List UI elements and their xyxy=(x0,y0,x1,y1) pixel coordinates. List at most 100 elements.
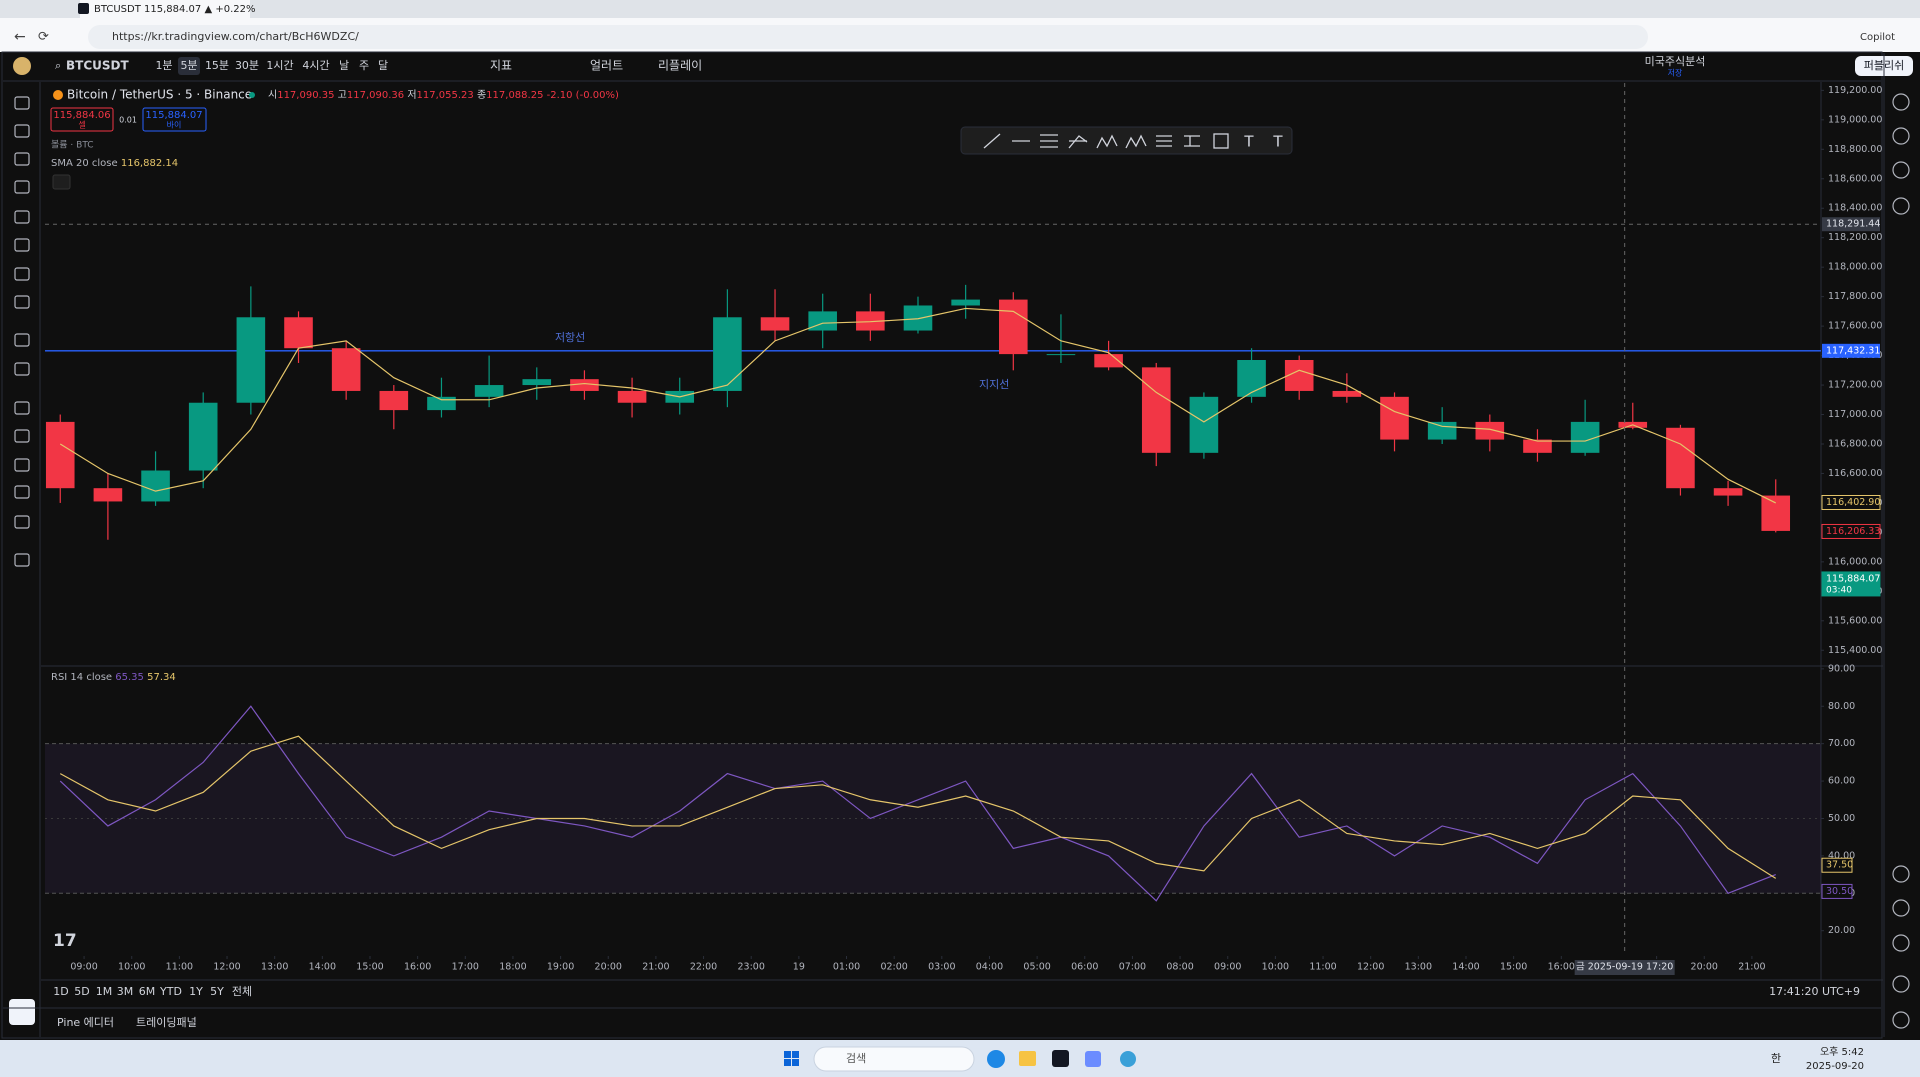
interval-button[interactable]: 주 xyxy=(359,59,369,72)
range-button[interactable]: 5D xyxy=(74,985,89,998)
interval-group: 1분 5분 15분 30분 1시간 4시간 날 주 달 xyxy=(155,57,388,75)
rsi-line xyxy=(59,735,1777,879)
panel-tab[interactable]: 트레이딩패널 xyxy=(136,1016,197,1029)
range-button[interactable]: 전체 xyxy=(232,985,252,998)
ohlc-value: 117,090.35 xyxy=(277,90,334,101)
favorites-button[interactable] xyxy=(9,999,35,1025)
interval-button[interactable]: 날 xyxy=(339,59,349,72)
candle-body xyxy=(1427,421,1457,440)
drawing-tool-icon[interactable] xyxy=(14,333,30,347)
price-label: 116,206.33 xyxy=(1826,526,1880,537)
drawing-tool-icon[interactable] xyxy=(14,485,30,499)
drawing-tool-icon[interactable] xyxy=(14,295,30,309)
sidebar-icon[interactable] xyxy=(1892,161,1910,179)
drawing-tool-icon[interactable] xyxy=(14,401,30,415)
range-tool[interactable] xyxy=(1156,135,1172,147)
search-box[interactable] xyxy=(813,1046,975,1072)
crosshair-time-box xyxy=(1574,960,1675,975)
interval-button[interactable]: 5분 xyxy=(180,59,197,72)
sidebar-icon[interactable] xyxy=(1892,934,1910,952)
taskbar-start[interactable] xyxy=(784,1051,799,1066)
interval-button[interactable]: 15분 xyxy=(205,59,229,72)
range-button[interactable]: YTD xyxy=(159,985,182,998)
back-button[interactable]: ← xyxy=(14,29,26,45)
drawing-tool-icon[interactable] xyxy=(14,362,30,376)
range-button[interactable]: 1Y xyxy=(189,985,203,998)
search-icon[interactable]: ⌕ xyxy=(55,59,61,72)
candle-body xyxy=(951,299,980,306)
sidebar-icon[interactable] xyxy=(1892,93,1910,111)
drawing-tool-icon[interactable] xyxy=(14,96,30,110)
trendline-tool[interactable] xyxy=(983,133,1001,149)
channel-tool[interactable] xyxy=(1040,134,1058,148)
ohlc-label: 종 xyxy=(477,89,486,101)
edge-icon[interactable] xyxy=(987,1050,1005,1068)
app-icon[interactable] xyxy=(1085,1051,1101,1067)
indicators-button[interactable]: 지표 xyxy=(490,59,512,73)
sidebar-icon[interactable] xyxy=(1892,127,1910,145)
sidebar-icon[interactable] xyxy=(1892,865,1910,883)
candle-body xyxy=(1141,367,1171,453)
rect-tool[interactable] xyxy=(1213,133,1229,149)
interval-button[interactable]: 달 xyxy=(378,59,388,72)
interval-button[interactable]: 1시간 xyxy=(266,59,293,72)
interval-button[interactable]: 1분 xyxy=(155,59,172,72)
candle-body xyxy=(93,488,123,502)
drawing-tool-icon[interactable] xyxy=(14,458,30,472)
note-tool[interactable]: T xyxy=(1272,133,1283,151)
range-button[interactable]: 3M xyxy=(117,985,134,998)
drawing-tool-icon[interactable] xyxy=(14,515,30,529)
elliott-tool[interactable] xyxy=(1125,134,1147,149)
ohlc-legend: 시117,090.35 고117,090.36 저117,055.23 종117… xyxy=(268,89,619,101)
drawing-tool-icon[interactable] xyxy=(14,553,30,567)
tab[interactable] xyxy=(80,0,250,18)
interval-button[interactable]: 4시간 xyxy=(302,59,329,72)
drawing-tool-icon[interactable] xyxy=(14,152,30,166)
range-button[interactable]: 1D xyxy=(53,985,68,998)
range-button[interactable]: 1M xyxy=(96,985,113,998)
panel-tab[interactable]: Pine 에디터 xyxy=(57,1016,114,1029)
tradingview-icon[interactable] xyxy=(1052,1050,1069,1067)
drawing-tool-icon[interactable] xyxy=(14,238,30,252)
sidebar-icon[interactable] xyxy=(1892,1011,1910,1029)
x-tick-label: 05:00 xyxy=(1023,962,1050,973)
range-button[interactable]: 5Y xyxy=(210,985,224,998)
candle-body xyxy=(331,348,361,391)
alerts-button[interactable]: 얼러트 xyxy=(590,59,623,73)
pattern-tool[interactable] xyxy=(1096,134,1118,149)
drawing-tool-icon[interactable] xyxy=(14,180,30,194)
range-button[interactable]: 6M xyxy=(139,985,156,998)
symbol[interactable]: BTCUSDT xyxy=(66,59,129,73)
sidebar-icon[interactable] xyxy=(1892,975,1910,993)
drawing-tool-icon[interactable] xyxy=(14,267,30,281)
drawing-toolbar xyxy=(960,126,1293,155)
interval-button[interactable]: 30분 xyxy=(235,59,259,72)
drawing-tool-icon[interactable] xyxy=(14,429,30,443)
candle-body xyxy=(1094,354,1123,368)
candle-body xyxy=(998,299,1028,355)
buy-button[interactable] xyxy=(142,107,207,132)
copilot[interactable]: Copilot xyxy=(1860,32,1895,43)
ime-indicator[interactable]: 한 xyxy=(1771,1052,1781,1065)
sidebar-icon[interactable] xyxy=(1892,899,1910,917)
app-icon[interactable] xyxy=(1120,1051,1136,1067)
sidebar-icon[interactable] xyxy=(1892,197,1910,215)
replay-button[interactable]: 리플레이 xyxy=(658,59,702,73)
text-tool[interactable]: T xyxy=(1243,133,1254,151)
tv-logo: 17 xyxy=(53,931,77,951)
address-bar[interactable] xyxy=(88,25,1648,49)
app-frame xyxy=(1,51,1883,1039)
sell-button[interactable] xyxy=(50,107,114,132)
rsi-label-box xyxy=(1821,857,1853,873)
avatar[interactable] xyxy=(13,57,31,75)
y-tick-label: 119,200.00 xyxy=(1828,85,1882,96)
reload-button[interactable]: ⟳ xyxy=(38,30,49,45)
drawing-tool-icon[interactable] xyxy=(14,210,30,224)
layout-name[interactable]: 미국주식분석 xyxy=(1645,55,1706,68)
drawing-tool-icon[interactable] xyxy=(14,124,30,138)
candle-body xyxy=(45,421,75,489)
fib-tool[interactable] xyxy=(1068,135,1088,149)
measure-tool[interactable] xyxy=(1184,135,1200,147)
collapse-button[interactable] xyxy=(52,174,71,190)
explorer-icon[interactable] xyxy=(1019,1051,1036,1066)
